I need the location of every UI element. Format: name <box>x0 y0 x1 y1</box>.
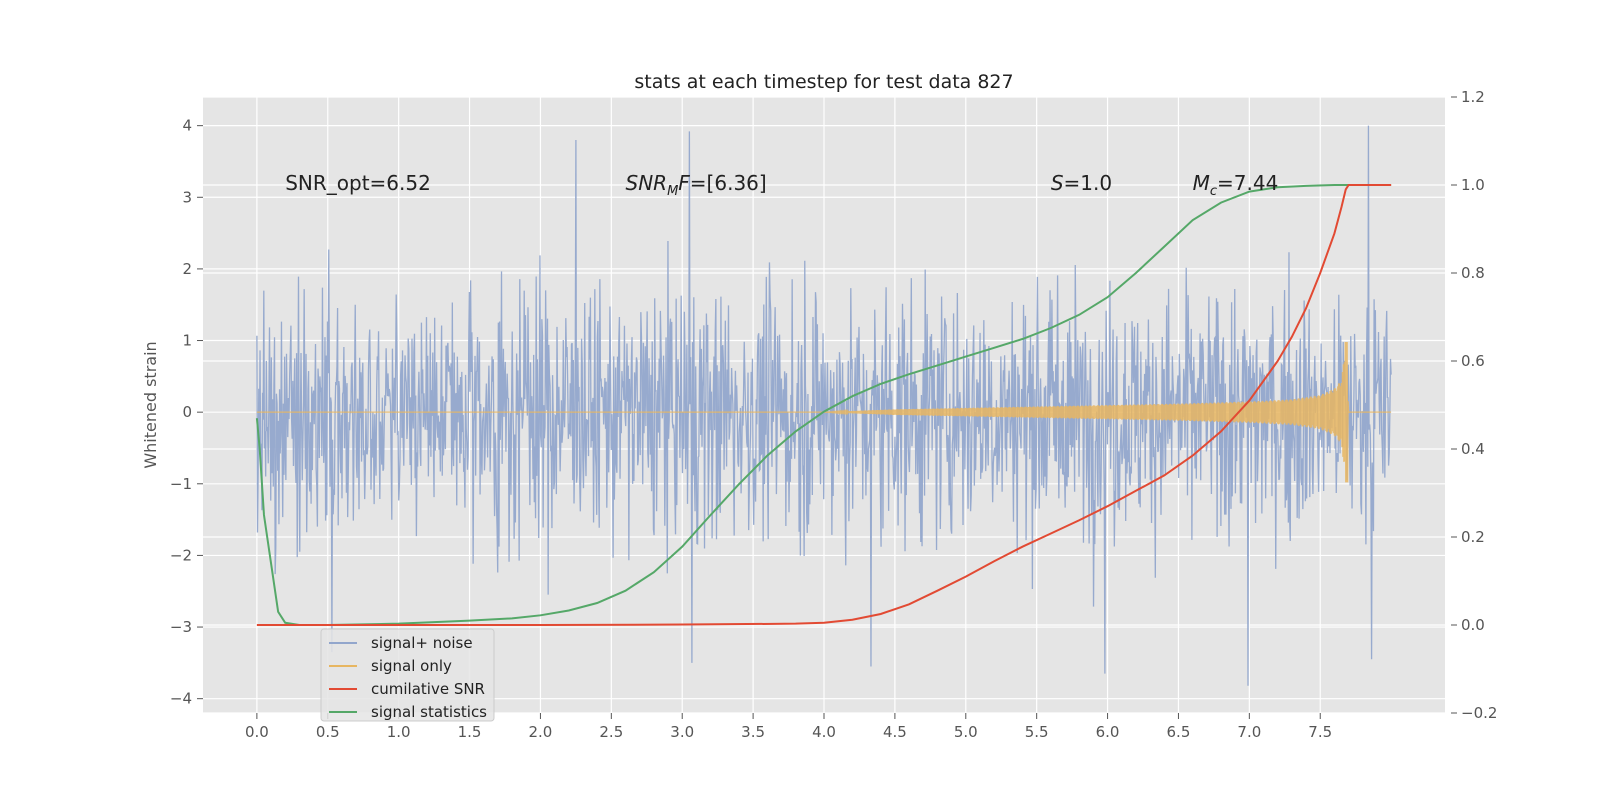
y-tick-label-4: 0 <box>182 403 192 421</box>
y2-tick-label-4: 0.4 <box>1461 440 1485 458</box>
y2-tick-label-1: 1.0 <box>1461 176 1485 194</box>
y2-tick-label-2: 0.8 <box>1461 264 1485 282</box>
y-tick-label-3: 1 <box>182 332 192 350</box>
x-tick-label-10: 5.0 <box>954 723 978 741</box>
x-tick-label-7: 3.5 <box>741 723 765 741</box>
y-tick-label-2: 2 <box>182 260 192 278</box>
x-tick-label-0: 0.0 <box>245 723 269 741</box>
x-tick-label-15: 7.5 <box>1308 723 1332 741</box>
x-tick-label-3: 1.5 <box>458 723 482 741</box>
y2-tick-label-7: −0.2 <box>1461 704 1497 722</box>
y-axis-label: Whitened strain <box>141 341 160 468</box>
y2-tick-label-3: 0.6 <box>1461 352 1485 370</box>
x-tick-label-4: 2.0 <box>529 723 553 741</box>
x-tick-label-9: 4.5 <box>883 723 907 741</box>
axes-layer: 0.0 0.5 1.0 1.5 2.0 2.5 3.0 3.5 4.0 4.5 5.0 5.5 6.0 6… <box>170 88 1498 741</box>
legend-label-3: signal statistics <box>371 703 487 721</box>
y2-tick-label-5: 0.2 <box>1461 528 1485 546</box>
y-tick-label-1: 3 <box>182 188 192 206</box>
legend-label-0: signal+ noise <box>371 634 473 652</box>
x-tick-label-14: 7.0 <box>1237 723 1261 741</box>
x-tick-label-6: 3.0 <box>670 723 694 741</box>
series-signal-noise-line <box>256 125 1392 686</box>
y2-tick-label-6: 0.0 <box>1461 616 1485 634</box>
y-tick-label-8: −4 <box>170 690 192 708</box>
chart-title: stats at each timestep for test data 827 <box>634 71 1013 93</box>
legend: signal+ noise signal only cumilative SNR si… <box>320 628 495 722</box>
x-tick-label-8: 4.0 <box>812 723 836 741</box>
y2-tick-label-0: 1.2 <box>1461 88 1485 106</box>
x-tick-label-12: 6.0 <box>1096 723 1120 741</box>
legend-label-1: signal only <box>371 657 452 675</box>
legend-box <box>320 628 495 722</box>
x-tick-label-13: 6.5 <box>1167 723 1191 741</box>
annotation-layer: SNR_opt=6.52 SNRMF=[6.36] S=1.0 Mc=7.44 <box>285 171 1278 199</box>
legend-label-2: cumilative SNR <box>371 680 485 698</box>
annotation-snr-mf: SNRMF=[6.36] <box>626 171 767 199</box>
y-tick-label-5: −1 <box>170 475 192 493</box>
x-tick-label-2: 1.0 <box>387 723 411 741</box>
annotation-snr-opt: SNR_opt=6.52 <box>285 171 431 195</box>
series-layer <box>255 125 1392 686</box>
annotation-s: S=1.0 <box>1051 171 1112 195</box>
y-tick-label-6: −2 <box>170 546 192 564</box>
series-cumulative-snr-line <box>256 184 1392 626</box>
x-tick-label-1: 0.5 <box>316 723 340 741</box>
annotation-mc: Mc=7.44 <box>1193 171 1279 199</box>
x-tick-label-5: 2.5 <box>599 723 623 741</box>
y-tick-label-0: 4 <box>182 117 192 135</box>
x-tick-label-11: 5.5 <box>1025 723 1049 741</box>
y-tick-label-7: −3 <box>170 618 192 636</box>
